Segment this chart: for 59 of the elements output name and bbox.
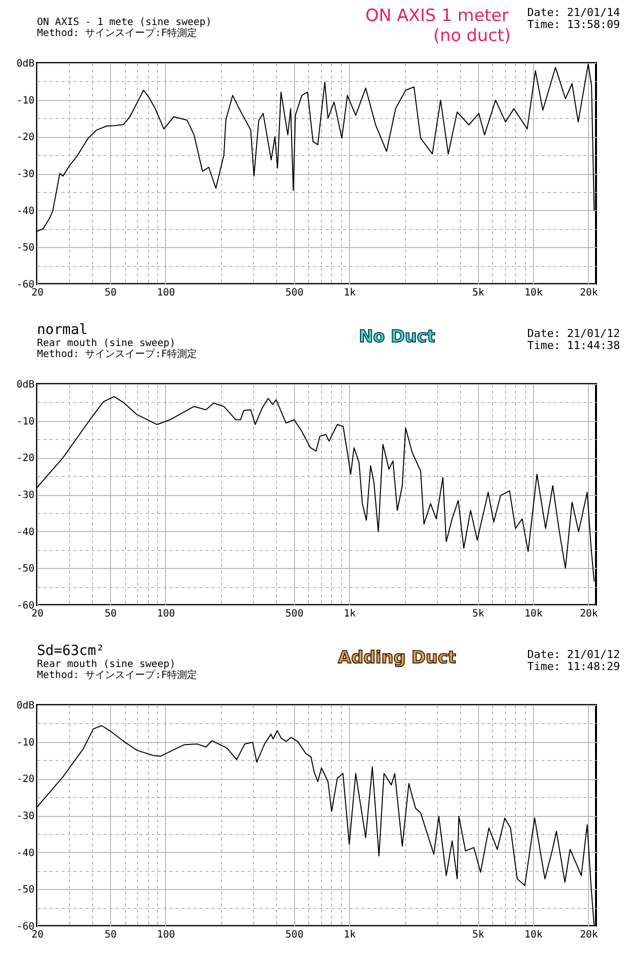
y-tick-label: -50 xyxy=(16,884,34,896)
text: Date: 21/01/12 xyxy=(527,648,620,661)
y-tick-label: -60 xyxy=(16,280,34,290)
y-tick-label: -40 xyxy=(16,848,34,859)
x-tick-label: 10k xyxy=(524,288,543,298)
x-tick-label: 5k xyxy=(472,930,484,940)
y-tick-label: 0dB xyxy=(16,700,34,712)
y-tick-label: -10 xyxy=(16,416,34,428)
chart-subtitle: ON AXIS - 1 mete (sine sweep) Method: サインスイープ:F特測定 xyxy=(37,17,212,39)
y-tick-label: -60 xyxy=(16,600,34,612)
y-tick-label: -60 xyxy=(16,922,34,932)
chart-title: Sd=63cm² xyxy=(37,643,104,659)
y-tick-label: -30 xyxy=(16,490,34,501)
y-tick-label: -40 xyxy=(16,526,34,538)
x-tick-label: 20k xyxy=(580,930,598,940)
text: Time: 11:48:29 xyxy=(527,660,620,673)
text: Time: 11:44:38 xyxy=(527,339,620,352)
x-tick-label: 50 xyxy=(104,288,117,298)
y-tick-label: 0dB xyxy=(16,380,34,390)
y-tick-label: -10 xyxy=(16,737,34,748)
y-tick-label: -50 xyxy=(16,242,34,254)
x-tick-label: 100 xyxy=(156,288,175,298)
y-tick-label: -20 xyxy=(16,453,34,464)
x-tick-label: 10k xyxy=(524,930,543,940)
y-tick-label: -20 xyxy=(16,774,34,786)
text: Date: 21/01/14 xyxy=(527,6,620,19)
x-tick-label: 20k xyxy=(580,608,598,620)
x-tick-label: 50 xyxy=(104,608,117,620)
x-tick-label: 500 xyxy=(285,288,304,298)
y-tick-label: 0dB xyxy=(16,58,34,70)
x-tick-label: 5k xyxy=(472,288,484,298)
x-tick-label: 1k xyxy=(344,288,356,298)
chart-title: normal xyxy=(37,322,88,338)
x-tick-label: 100 xyxy=(156,608,175,620)
x-tick-label: 500 xyxy=(285,608,304,620)
chart-subtitle: Rear mouth (sine sweep) Method: サインスイープ:F特測定 xyxy=(37,659,198,681)
y-tick-label: -30 xyxy=(16,169,34,180)
x-tick-label: 20 xyxy=(31,288,44,298)
x-tick-label: 100 xyxy=(156,930,175,940)
text: Adding Duct xyxy=(338,648,456,668)
y-tick-label: -20 xyxy=(16,132,34,144)
y-tick-label: -50 xyxy=(16,564,34,575)
x-tick-label: 50 xyxy=(104,930,117,940)
x-tick-label: 1k xyxy=(344,930,356,940)
x-tick-label: 20k xyxy=(580,288,598,298)
text: ON AXIS 1 meter (no duct) xyxy=(365,6,511,46)
text: Time: 13:58:09 xyxy=(527,18,620,31)
text: Date: 21/01/12 xyxy=(527,327,620,340)
chart-subtitle: Rear mouth (sine sweep) Method: サインスイープ:F特測定 xyxy=(37,338,198,360)
x-tick-label: 20 xyxy=(31,608,44,620)
x-tick-label: 10k xyxy=(524,608,543,620)
text: No Duct xyxy=(358,327,436,347)
y-tick-label: -10 xyxy=(16,95,34,106)
y-tick-label: -40 xyxy=(16,206,34,217)
y-tick-label: -30 xyxy=(16,811,34,822)
x-tick-label: 500 xyxy=(285,930,304,940)
x-tick-label: 20 xyxy=(31,930,44,940)
x-tick-label: 5k xyxy=(472,608,484,620)
x-tick-label: 1k xyxy=(344,608,356,620)
